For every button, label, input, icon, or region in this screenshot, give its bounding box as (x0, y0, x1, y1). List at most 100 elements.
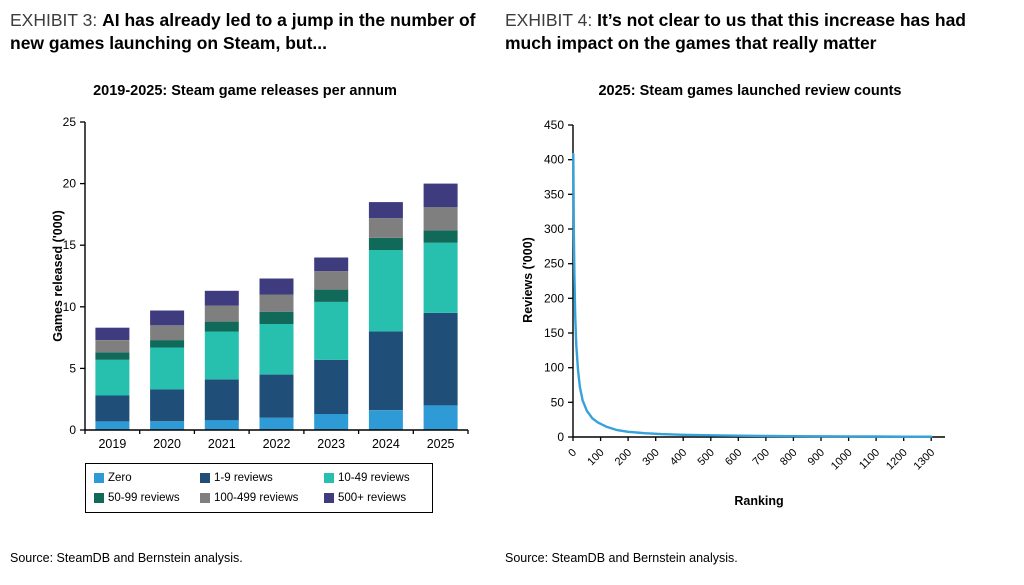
bar-segment (95, 421, 130, 430)
line-x-tick-label: 900 (806, 447, 827, 468)
bar-segment (204, 331, 239, 380)
exhibit4-title: It’s not clear to us that this increase … (505, 10, 966, 54)
bar-y-tick-label: 20 (63, 177, 77, 191)
bar-segment (259, 278, 294, 295)
bar-segment (259, 324, 294, 375)
line-y-tick-label: 400 (544, 153, 564, 167)
bar-segment (259, 311, 294, 324)
legend-swatch-500plus (324, 493, 334, 503)
exhibit3-title: AI has already led to a jump in the numb… (10, 10, 476, 54)
line-y-tick-label: 50 (551, 395, 565, 409)
bar-y-tick-label: 5 (69, 361, 76, 375)
line-x-tick-label: 300 (640, 447, 661, 468)
bar-segment (259, 294, 294, 312)
bar-segment (259, 374, 294, 418)
line-chart-x-axis-label: Ranking (734, 494, 784, 508)
line-x-tick-label: 1100 (857, 447, 882, 472)
bar-segment (314, 301, 349, 360)
bar-x-category-label: 2024 (372, 437, 400, 451)
bar-x-category-label: 2025 (427, 437, 455, 451)
bar-segment (95, 327, 130, 340)
legend-label-50-99: 50-99 reviews (108, 492, 180, 504)
bar-segment (368, 218, 403, 238)
line-y-tick-label: 350 (544, 187, 564, 201)
legend-label-zero: Zero (108, 472, 132, 484)
bar-segment (95, 340, 130, 353)
legend-swatch-50-99 (94, 493, 104, 503)
bar-segment (423, 183, 458, 207)
line-x-tick-label: 1200 (884, 447, 910, 473)
legend-item-50-99: 50-99 reviews (94, 492, 200, 504)
line-y-tick-label: 150 (544, 326, 564, 340)
line-y-tick-label: 0 (557, 430, 564, 444)
bar-segment (368, 250, 403, 332)
line-x-tick-label: 600 (723, 447, 744, 468)
bar-segment (314, 359, 349, 414)
line-y-tick-label: 300 (544, 222, 564, 236)
bar-segment (368, 202, 403, 219)
bar-segment (423, 405, 458, 430)
line-chart-title: 2025: Steam games launched review counts (598, 83, 902, 99)
bar-segment (259, 417, 294, 430)
legend-label-10-49: 10-49 reviews (338, 472, 410, 484)
line-x-tick-label: 800 (778, 447, 799, 468)
bar-segment (150, 347, 185, 390)
bar-segment (204, 305, 239, 322)
bar-segment (314, 257, 349, 272)
bar-segment (150, 310, 185, 326)
legend-label-1-9: 1-9 reviews (214, 472, 273, 484)
line-x-tick-label: 200 (613, 447, 634, 468)
bar-segment (204, 420, 239, 430)
bar-segment (204, 379, 239, 421)
exhibit4-header: EXHIBIT 4: It’s not clear to us that thi… (505, 9, 973, 55)
bar-x-category-label: 2022 (263, 437, 291, 451)
bar-y-tick-label: 15 (63, 238, 77, 252)
right-source: Source: SteamDB and Bernstein analysis. (505, 551, 738, 565)
legend-swatch-zero (94, 473, 104, 483)
bar-segment (150, 340, 185, 348)
bar-segment (368, 237, 403, 251)
legend-swatch-10-49 (324, 473, 334, 483)
bar-y-tick-label: 10 (63, 300, 77, 314)
bar-segment (368, 331, 403, 411)
legend-swatch-1-9 (200, 473, 210, 483)
line-x-tick-label: 1000 (829, 447, 855, 473)
bar-segment (204, 290, 239, 306)
line-y-tick-label: 200 (544, 291, 564, 305)
review-count-line (572, 152, 933, 438)
bar-x-category-label: 2023 (317, 437, 345, 451)
bar-segment (423, 230, 458, 243)
bar-segment (95, 395, 130, 422)
legend-label-100-499: 100-499 reviews (214, 492, 299, 504)
bar-segment (314, 271, 349, 290)
legend-item-1-9: 1-9 reviews (200, 472, 324, 484)
exhibit4-label: EXHIBIT 4: (505, 10, 593, 30)
line-x-tick-label: 1300 (912, 447, 938, 473)
bar-segment (314, 289, 349, 302)
left-source: Source: SteamDB and Bernstein analysis. (10, 551, 243, 565)
bar-segment (314, 414, 349, 430)
legend-item-500plus: 500+ reviews (324, 492, 426, 504)
line-y-tick-label: 450 (544, 118, 564, 132)
bar-segment (204, 321, 239, 332)
bar-segment (423, 242, 458, 313)
exhibit3-label: EXHIBIT 3: (10, 10, 98, 30)
line-x-tick-label: 0 (566, 447, 579, 460)
bar-segment (150, 389, 185, 422)
bar-x-category-label: 2019 (98, 437, 126, 451)
line-x-tick-label: 700 (751, 447, 772, 468)
legend-item-10-49: 10-49 reviews (324, 472, 426, 484)
legend-swatch-100-499 (200, 493, 210, 503)
line-x-tick-label: 100 (585, 447, 606, 468)
exhibit3-header: EXHIBIT 3: AI has already led to a jump … (10, 9, 490, 55)
bar-chart-title: 2019-2025: Steam game releases per annum (93, 83, 397, 99)
line-y-tick-label: 250 (544, 257, 564, 271)
legend-item-zero: Zero (94, 472, 200, 484)
bar-segment (95, 352, 130, 360)
bar-y-tick-label: 0 (69, 423, 76, 437)
bar-x-category-label: 2021 (208, 437, 236, 451)
legend-item-100-499: 100-499 reviews (200, 492, 324, 504)
line-chart: 0 50 100 150 200 250 300 350 400 450 0 100 200 300 400… (544, 118, 945, 473)
line-y-tick-label: 100 (544, 361, 564, 375)
